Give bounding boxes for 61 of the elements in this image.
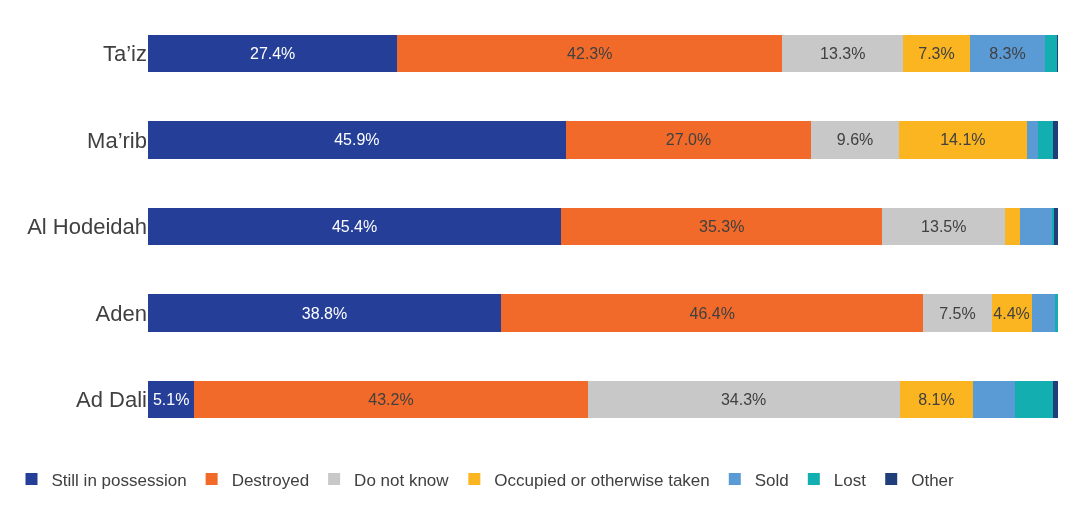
bar	[811, 121, 899, 159]
legend-label: Lost	[833, 470, 867, 490]
bar	[898, 121, 1028, 159]
bar	[899, 381, 974, 419]
bar	[565, 121, 812, 159]
legend-label: Destroyed	[231, 470, 310, 490]
data-label: 38.8%	[301, 304, 348, 322]
bar	[923, 294, 992, 332]
bar	[148, 207, 562, 246]
data-label: 34.3%	[720, 391, 767, 409]
data-label: 7.5%	[939, 304, 976, 322]
bar	[1031, 294, 1056, 332]
data-label: 14.1%	[940, 131, 986, 149]
legend-label: Still in possession	[51, 470, 187, 490]
y-tick-label: Aden	[95, 300, 147, 326]
data-label: 45.9%	[334, 131, 380, 149]
bar	[1053, 381, 1058, 419]
bar	[782, 34, 904, 72]
bar	[1005, 207, 1020, 246]
legend-label: Sold	[754, 470, 789, 490]
bar	[973, 381, 1016, 419]
data-label: 27.0%	[665, 131, 712, 149]
bar	[1027, 121, 1038, 159]
data-label: 5.1%	[152, 391, 190, 409]
bar	[1015, 381, 1054, 419]
bar	[561, 207, 883, 246]
bar	[882, 207, 1006, 246]
bar	[1055, 294, 1058, 332]
bar	[903, 34, 970, 72]
data-label: 45.4%	[331, 218, 378, 235]
y-tick-label: Al Hodeidah	[27, 214, 147, 240]
y-tick-label: Ad Dali	[76, 387, 147, 413]
bar	[148, 34, 398, 72]
data-label: 35.3%	[699, 218, 745, 235]
bar	[148, 121, 566, 159]
data-label: 8.1%	[918, 391, 955, 409]
data-label: 9.6%	[836, 131, 874, 149]
data-label: 42.3%	[567, 44, 613, 62]
bar	[194, 381, 588, 419]
bar	[1037, 121, 1053, 159]
bar	[1052, 121, 1058, 159]
legend-label: Do not know	[354, 470, 450, 490]
bar	[148, 294, 502, 332]
data-label: 4.4%	[993, 304, 1030, 322]
data-label: 7.3%	[918, 44, 955, 62]
bar	[1045, 34, 1058, 72]
bar	[969, 34, 1046, 72]
bar	[501, 294, 924, 332]
legend-label: Other	[911, 470, 955, 490]
bar	[397, 34, 783, 72]
data-label: 27.4%	[249, 44, 296, 62]
y-tick-label: Ma’rib	[87, 127, 147, 153]
data-label: 13.5%	[921, 218, 967, 235]
data-label: 8.3%	[989, 44, 1026, 62]
data-label: 13.3%	[820, 44, 866, 62]
data-label: 46.4%	[689, 304, 735, 322]
bar	[587, 381, 900, 419]
bar	[1019, 207, 1052, 246]
y-tick-label: Ta’iz	[102, 41, 147, 66]
legend-label: Occupied or otherwise taken	[494, 470, 710, 490]
data-label: 43.2%	[368, 391, 414, 409]
